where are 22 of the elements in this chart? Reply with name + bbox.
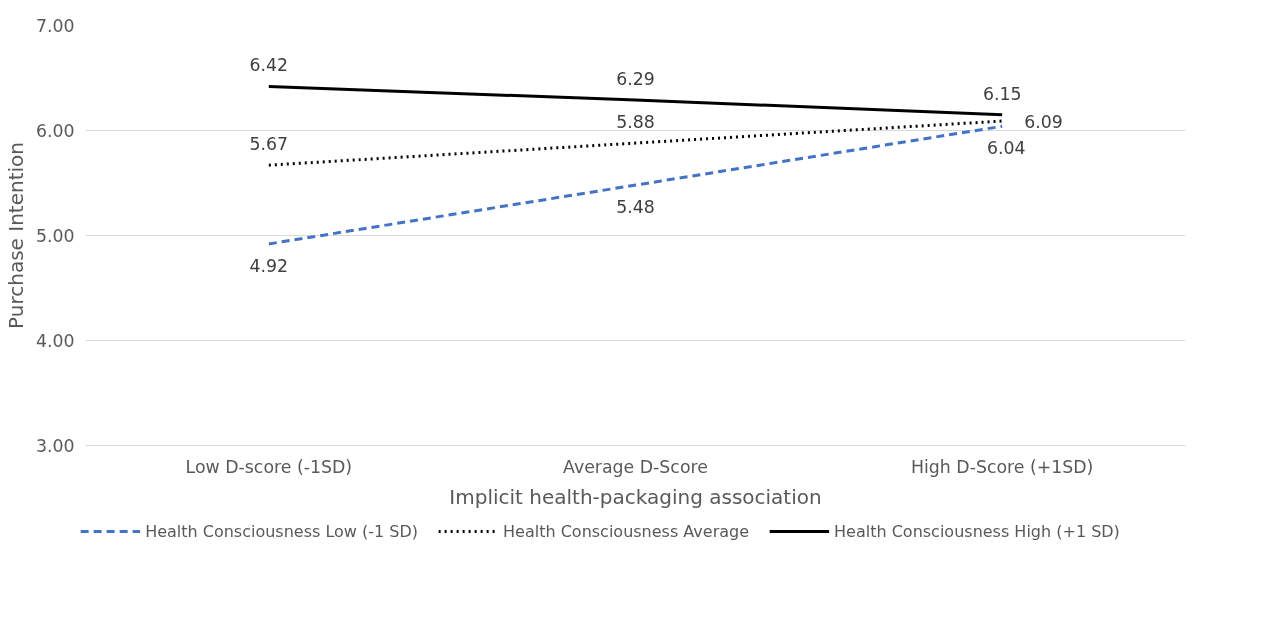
data-label: 6.42 [249,55,289,76]
data-label: 6.09 [1024,111,1063,132]
x-tick-label: High D-Score (+1SD) [910,456,1094,477]
y-tick-label: 7.00 [35,16,75,36]
data-label: 6.04 [986,138,1026,159]
data-label: 4.92 [249,255,289,276]
data-label: 6.29 [616,69,655,90]
x-axis-title: Implicit health-packaging association [449,484,822,509]
y-axis-title: Purchase Intention [3,142,28,329]
data-label: 5.88 [616,112,655,133]
x-tick-label: Average D-Score [563,456,708,477]
legend-label: Health Consciousness High (+1 SD) [834,521,1120,541]
data-label: 6.15 [982,83,1022,104]
legend-label: Health Consciousness Average [503,521,750,541]
legend-label: Health Consciousness Low (-1 SD) [145,521,419,541]
y-tick-label: 4.00 [35,331,75,351]
data-label: 5.48 [616,197,655,218]
y-tick-label: 3.00 [35,436,75,456]
x-tick-label: Low D-score (-1SD) [185,456,353,477]
y-tick-label: 6.00 [35,121,75,141]
data-label: 5.67 [249,134,289,155]
y-tick-label: 5.00 [35,226,75,246]
